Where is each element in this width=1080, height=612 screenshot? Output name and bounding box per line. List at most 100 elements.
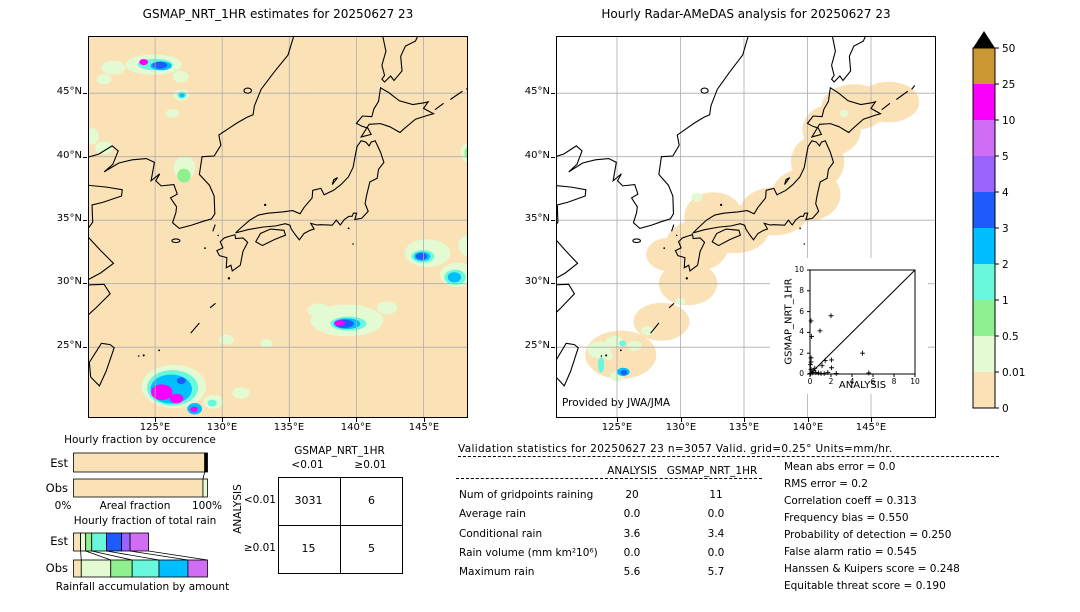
contingency-row-label-ge: ≥0.01 [243, 542, 276, 554]
right-map-x-tick: 140°E [792, 422, 824, 433]
rain-blob [176, 377, 186, 385]
tick-mark [83, 93, 87, 94]
score-line: Equitable threat score = 0.190 [784, 580, 946, 592]
rain-blob [218, 334, 234, 345]
stats-gsmap-value: 11 [709, 489, 723, 501]
rain-blob [858, 81, 920, 123]
contingency-col-label-ge: ≥0.01 [354, 459, 387, 471]
scatter-point [829, 357, 834, 363]
rain-blob [415, 252, 428, 260]
left-map-y-tick: 35°N [56, 213, 82, 224]
colorbar-tick-label: 4 [1002, 187, 1009, 199]
left-map-ocean [88, 36, 468, 418]
scatter-point [813, 370, 819, 375]
bar-segment [131, 559, 160, 578]
occurrence-est-label: Est [50, 456, 68, 470]
stats-analysis-value: 20 [625, 489, 639, 501]
bar-segment [106, 532, 123, 552]
colorbar-segment [973, 228, 995, 264]
left-map-y-tick: 40°N [56, 150, 82, 161]
inset-y-tick: 2 [799, 348, 804, 358]
scatter-point [808, 318, 814, 324]
bar-segment [73, 559, 82, 578]
inset-y-tick: 8 [799, 285, 804, 295]
scatter-xlabel: ANALYSIS [838, 380, 887, 391]
stats-header: Validation statistics for 20250627 23 n=… [458, 443, 893, 455]
tick-mark [83, 157, 87, 158]
stats-analysis-value: 5.6 [623, 566, 641, 579]
rain-blob [307, 303, 331, 318]
colorbar-tick-label: 50 [1002, 43, 1015, 55]
bar-connector [91, 550, 133, 561]
colorbar-tick-label: 1 [1002, 295, 1009, 307]
scatter-point [860, 350, 865, 356]
right-map-y-tick: 40°N [524, 150, 550, 161]
inset-x-tick: 10 [910, 377, 920, 386]
bar-segment [85, 532, 93, 552]
inset-x-tick: 2 [828, 377, 834, 386]
scatter-point [828, 313, 834, 319]
rain-blob [177, 168, 191, 183]
bar-segment [129, 532, 149, 552]
colorbar-tick-label: 2 [1002, 259, 1009, 271]
totalrain-obs-label: Obs [45, 561, 68, 575]
contingency-cell-01: 6 [368, 494, 375, 507]
rain-blob [627, 340, 642, 351]
rain-blob [447, 272, 462, 283]
rain-blob [190, 406, 198, 413]
rain-blob [602, 352, 614, 360]
tick-mark [551, 220, 555, 221]
right-map-y-tick: 30°N [524, 276, 550, 287]
stats-gsmap-value: 5.7 [707, 566, 725, 579]
score-line: Probability of detection = 0.250 [784, 529, 952, 541]
rain-blob [646, 237, 690, 271]
inset-x-tick: 6 [870, 377, 876, 386]
stats-col-gsmap: GSMAP_NRT_1HR [666, 465, 758, 477]
stats-analysis-value: 0.0 [623, 508, 641, 521]
colorbar-segment [973, 156, 995, 192]
scatter-point [833, 371, 839, 376]
stats-row-label: Maximum rain [459, 566, 535, 579]
rain-blob [458, 234, 468, 257]
bar-connector [148, 550, 208, 561]
left-map-y-tick: 45°N [56, 86, 82, 97]
tick-mark [808, 418, 809, 422]
occurrence-obs-label: Obs [45, 481, 68, 495]
tick-mark [83, 347, 87, 348]
score-line: False alarm ratio = 0.545 [784, 546, 917, 558]
right-map-title: Hourly Radar-AMeDAS analysis for 2025062… [601, 7, 891, 21]
contingency-col-title: GSMAP_NRT_1HR [294, 445, 385, 457]
left-map-x-tick: 125°E [139, 422, 171, 433]
contingency-cell-10: 15 [301, 542, 316, 555]
table-divider-h [279, 525, 402, 526]
left-map-x-tick: 140°E [340, 422, 372, 433]
score-line: Correlation coeff = 0.313 [784, 495, 917, 507]
scatter-point [808, 359, 814, 365]
totalrain-caption: Rainfall accumulation by amount [55, 581, 230, 593]
inset-x-tick: 8 [891, 377, 897, 386]
bar-segment [73, 532, 82, 552]
rain-blob [633, 302, 690, 341]
rain-blob [620, 370, 628, 375]
rain-blob [334, 320, 345, 326]
right-map-y-tick: 25°N [524, 340, 550, 351]
rain-blob [597, 357, 605, 373]
scatter-points [808, 313, 872, 376]
scatter-plot [807, 269, 916, 377]
inset-y-tick: 10 [794, 265, 804, 274]
rain-blob [691, 192, 703, 202]
scatter-point [816, 370, 821, 376]
colorbar-tick-label: 25 [1002, 79, 1015, 91]
rain-blob [605, 335, 624, 349]
colorbar: 50 25 10 5 4 3 2 1 0.5 0.01 0 [972, 31, 1025, 415]
rain-blob [619, 340, 627, 347]
scatter-point [812, 365, 818, 371]
right-map-rain-field [585, 81, 920, 382]
bar-segment [80, 559, 112, 578]
inset-y-tick: 4 [799, 327, 804, 337]
bar-segment [121, 532, 131, 552]
tick-mark [551, 347, 555, 348]
stats-gsmap-value: 0.0 [707, 508, 725, 521]
scatter-point [808, 362, 813, 368]
